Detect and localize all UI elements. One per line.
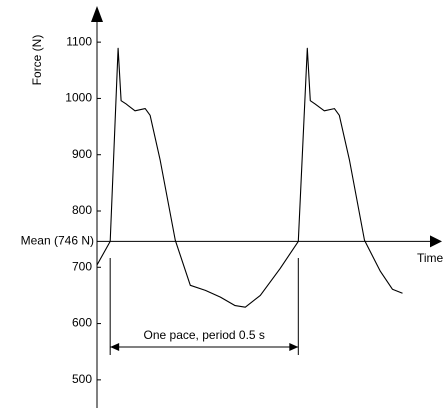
mean-label: Mean (746 N) bbox=[21, 234, 94, 248]
y-tick-label: 900 bbox=[72, 147, 92, 161]
y-tick-label: 600 bbox=[72, 316, 92, 330]
y-axis-arrow bbox=[91, 6, 103, 22]
period-arrowhead bbox=[289, 343, 299, 351]
y-tick-label: 700 bbox=[72, 259, 92, 273]
period-arrowhead bbox=[110, 343, 120, 351]
x-axis-label: Time bbox=[417, 251, 444, 265]
y-tick-label: 1100 bbox=[66, 34, 92, 48]
y-tick-label: 500 bbox=[72, 372, 92, 386]
y-tick-label: 1000 bbox=[65, 91, 92, 105]
x-axis-arrow bbox=[430, 235, 442, 248]
y-axis-label: Force (N) bbox=[30, 35, 44, 86]
period-label: One pace, period 0.5 s bbox=[144, 328, 265, 342]
y-tick-label: 800 bbox=[72, 203, 92, 217]
force-line bbox=[96, 47, 403, 308]
